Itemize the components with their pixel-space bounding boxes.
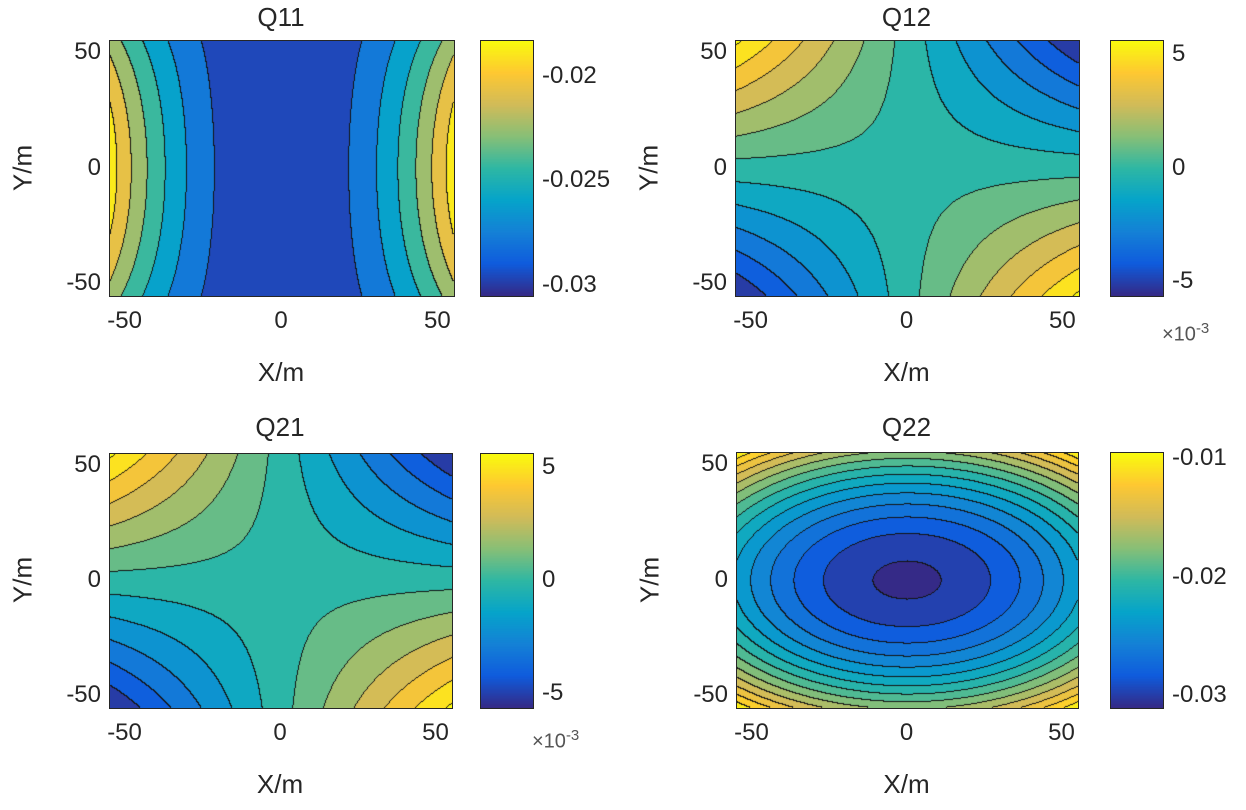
colorbar-tick-label: 0 <box>542 566 556 593</box>
contour-plot-q11 <box>109 40 455 297</box>
plot-title: Q11 <box>257 2 305 32</box>
x-tick-label: -50 <box>733 307 768 334</box>
colorbar <box>1110 452 1164 709</box>
x-tick-label: 0 <box>273 719 287 746</box>
y-tick-label: 50 <box>700 37 727 65</box>
x-tick-label: 50 <box>1049 307 1076 334</box>
x-tick-label: 50 <box>1048 719 1075 746</box>
y-tick-label: 0 <box>713 153 727 181</box>
colorbar-tick-label: -0.01 <box>1172 443 1227 471</box>
x-axis-label: X/m <box>883 769 930 799</box>
colorbar-exponent: ×10-3 <box>1162 320 1209 347</box>
plot-title: Q22 <box>881 412 932 442</box>
x-axis-label: X/m <box>257 357 305 387</box>
colorbar-tick-label: -5 <box>1172 267 1194 295</box>
y-tick-label: 50 <box>74 450 101 478</box>
exponent-power: -3 <box>565 727 580 744</box>
x-tick-label: 50 <box>422 719 449 746</box>
colorbar-tick-label: 5 <box>542 452 556 480</box>
exponent-power: -3 <box>1195 320 1210 337</box>
colorbar-tick-label: -0.03 <box>1172 681 1227 709</box>
plot-title: Q12 <box>881 2 932 32</box>
x-axis-label: X/m <box>256 769 304 799</box>
x-tick-label: -50 <box>734 719 769 746</box>
colorbar <box>1110 40 1164 297</box>
colorbar-exponent: ×10-3 <box>532 727 579 754</box>
x-tick-label: -50 <box>107 719 142 746</box>
colorbar-tick-label: -0.02 <box>1172 562 1227 590</box>
y-tick-label: 0 <box>87 153 101 181</box>
y-tick-label: -50 <box>692 269 727 297</box>
colorbar-tick-label: 0 <box>1172 153 1186 181</box>
x-axis-label: X/m <box>883 357 930 387</box>
y-tick-label: -50 <box>66 269 101 297</box>
x-tick-label: 0 <box>274 307 288 334</box>
y-axis-label: Y/m <box>633 144 664 191</box>
x-tick-label: 0 <box>899 719 914 746</box>
colorbar-tick-label: -0.03 <box>542 270 597 298</box>
y-axis-label: Y/m <box>7 556 38 604</box>
contour-plot-q22 <box>736 452 1079 709</box>
y-tick-label: 0 <box>714 565 728 593</box>
y-tick-label: 50 <box>74 37 101 65</box>
exponent-base: ×10 <box>532 730 566 753</box>
y-tick-label: 50 <box>701 449 728 477</box>
colorbar <box>480 40 534 297</box>
contour-plot-q21 <box>109 453 453 709</box>
y-axis-label: Y/m <box>634 556 665 603</box>
colorbar <box>480 453 534 709</box>
x-tick-label: 50 <box>424 307 451 334</box>
x-tick-label: -50 <box>107 307 142 334</box>
y-tick-label: 0 <box>87 566 101 593</box>
y-axis-label: Y/m <box>7 144 38 191</box>
exponent-base: ×10 <box>1162 323 1196 346</box>
x-tick-label: 0 <box>899 307 914 334</box>
plot-title: Q21 <box>255 412 305 442</box>
y-tick-label: -50 <box>693 681 728 709</box>
colorbar-tick-label: -0.025 <box>542 166 611 194</box>
colorbar-tick-label: 5 <box>1172 39 1186 67</box>
colorbar-tick-label: -5 <box>542 679 564 707</box>
colorbar-tick-label: -0.02 <box>542 61 597 89</box>
contour-plot-q12 <box>735 40 1080 297</box>
y-tick-label: -50 <box>66 681 101 709</box>
